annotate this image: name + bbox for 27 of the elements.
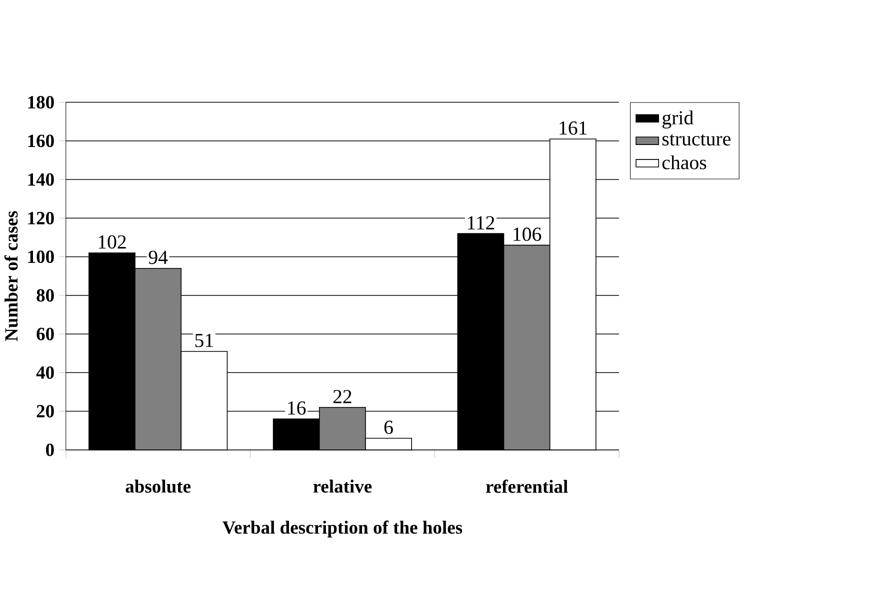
- legend-label: chaos: [662, 155, 706, 170]
- legend-label: grid: [662, 110, 694, 129]
- y-tick-label: 100: [28, 250, 54, 264]
- data-label: 51: [195, 334, 213, 348]
- x-tick-label: absolute: [126, 480, 191, 493]
- y-tick-label: 60: [36, 328, 54, 340]
- x-tick-label: referential: [486, 480, 568, 494]
- y-tick-label: 140: [28, 173, 54, 186]
- data-label: 106: [514, 228, 542, 242]
- data-label: 16: [288, 401, 306, 415]
- x-axis-title: Verbal description of the holes: [222, 520, 462, 538]
- y-tick-label: 20: [36, 405, 54, 418]
- y-tick-label: 40: [36, 366, 54, 379]
- y-axis-title: Number of cases: [4, 211, 18, 342]
- data-label: 6: [384, 420, 393, 434]
- data-label: 102: [98, 235, 126, 249]
- y-tick-label: 120: [28, 212, 54, 224]
- y-tick-label: 0: [46, 444, 54, 456]
- y-tick-label: 180: [28, 96, 54, 109]
- data-label: 112: [468, 216, 494, 230]
- x-tick-label: relative: [313, 480, 372, 493]
- data-label: 22: [333, 390, 352, 404]
- data-label: 94: [148, 250, 168, 264]
- data-label: 161: [560, 121, 587, 135]
- legend-label: structure: [662, 134, 730, 146]
- y-tick-label: 160: [28, 134, 54, 148]
- y-tick-label: 80: [36, 289, 54, 302]
